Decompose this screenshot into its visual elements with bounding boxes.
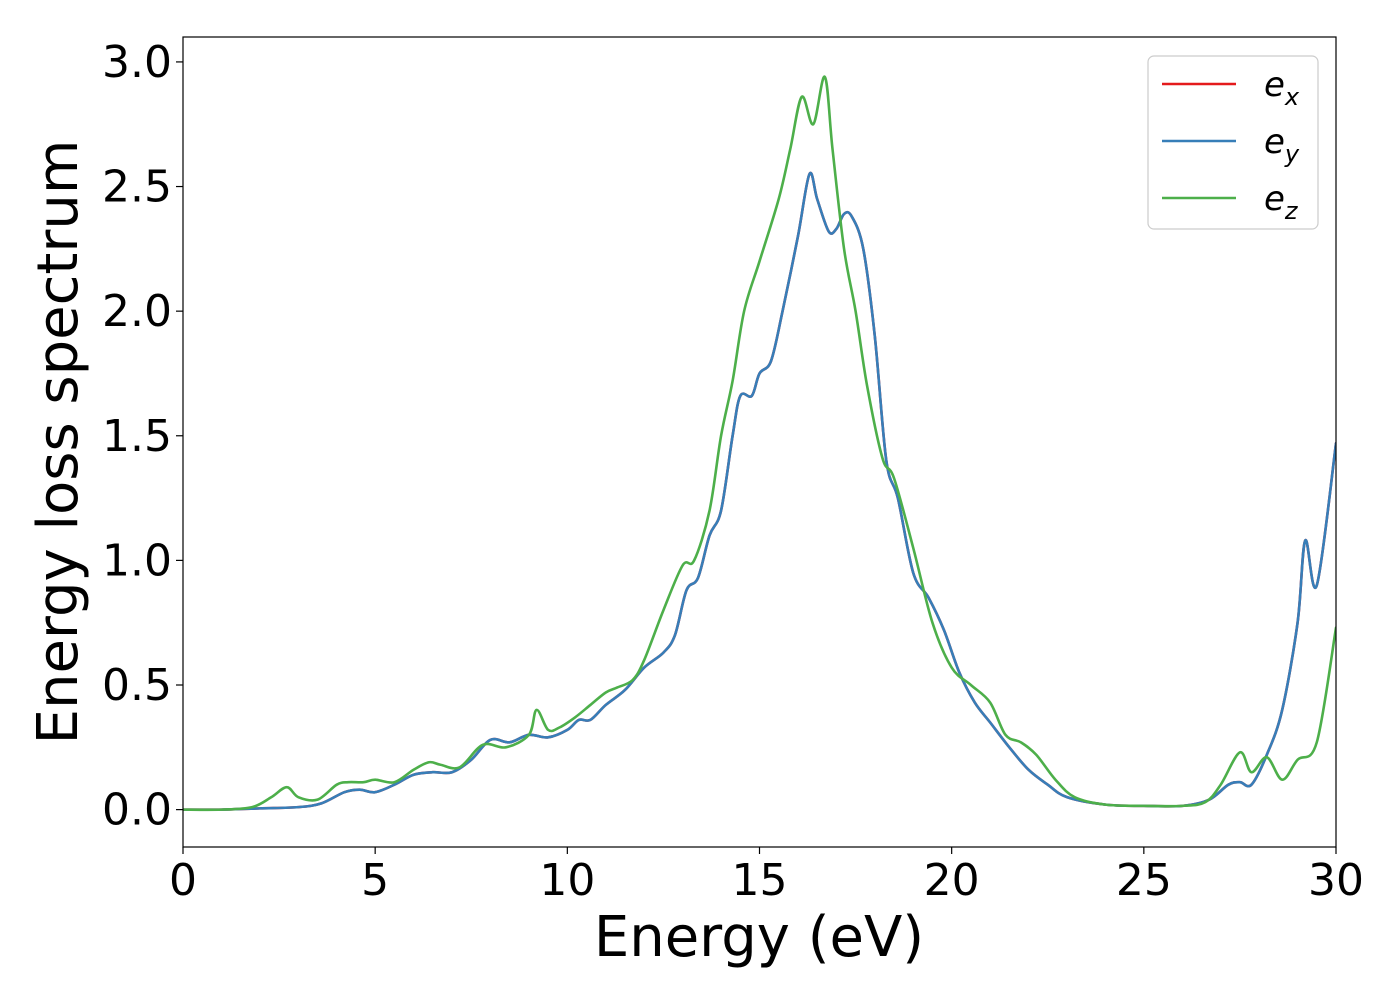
y-tick-label: 1.5: [102, 411, 172, 462]
x-tick-label: 25: [1116, 855, 1172, 906]
x-axis-label: Energy (eV): [594, 905, 924, 970]
legend: ex ey ez: [1147, 55, 1319, 230]
legend-label-y: ey: [1264, 122, 1300, 168]
x-tick-label: 30: [1308, 855, 1364, 906]
y-tick-label: 0.0: [102, 785, 172, 836]
legend-label-x: ex: [1264, 65, 1300, 111]
x-tick-label: 5: [361, 855, 389, 906]
y-axis-ticks: 0.0 0.5 1.0 1.5 2.0 2.5 3.0: [102, 37, 183, 836]
y-tick-label: 0.5: [102, 660, 172, 711]
x-tick-label: 20: [924, 855, 980, 906]
y-axis-label: Energy loss spectrum: [26, 140, 91, 745]
x-axis-ticks: 0 5 10 15 20 25 30: [169, 847, 1364, 906]
legend-label-z: ez: [1264, 179, 1299, 225]
plot-area: [183, 37, 1336, 847]
y-tick-label: 2.5: [102, 162, 172, 213]
series-line-z: [183, 75, 1336, 812]
y-tick-label: 3.0: [102, 37, 172, 88]
x-tick-label: 10: [539, 855, 595, 906]
x-tick-label: 15: [732, 855, 788, 906]
series-layer: [183, 75, 1336, 812]
legend-box: [1147, 55, 1319, 230]
y-tick-label: 1.0: [102, 535, 172, 586]
x-tick-label: 0: [169, 855, 197, 906]
y-tick-label: 2.0: [102, 286, 172, 337]
